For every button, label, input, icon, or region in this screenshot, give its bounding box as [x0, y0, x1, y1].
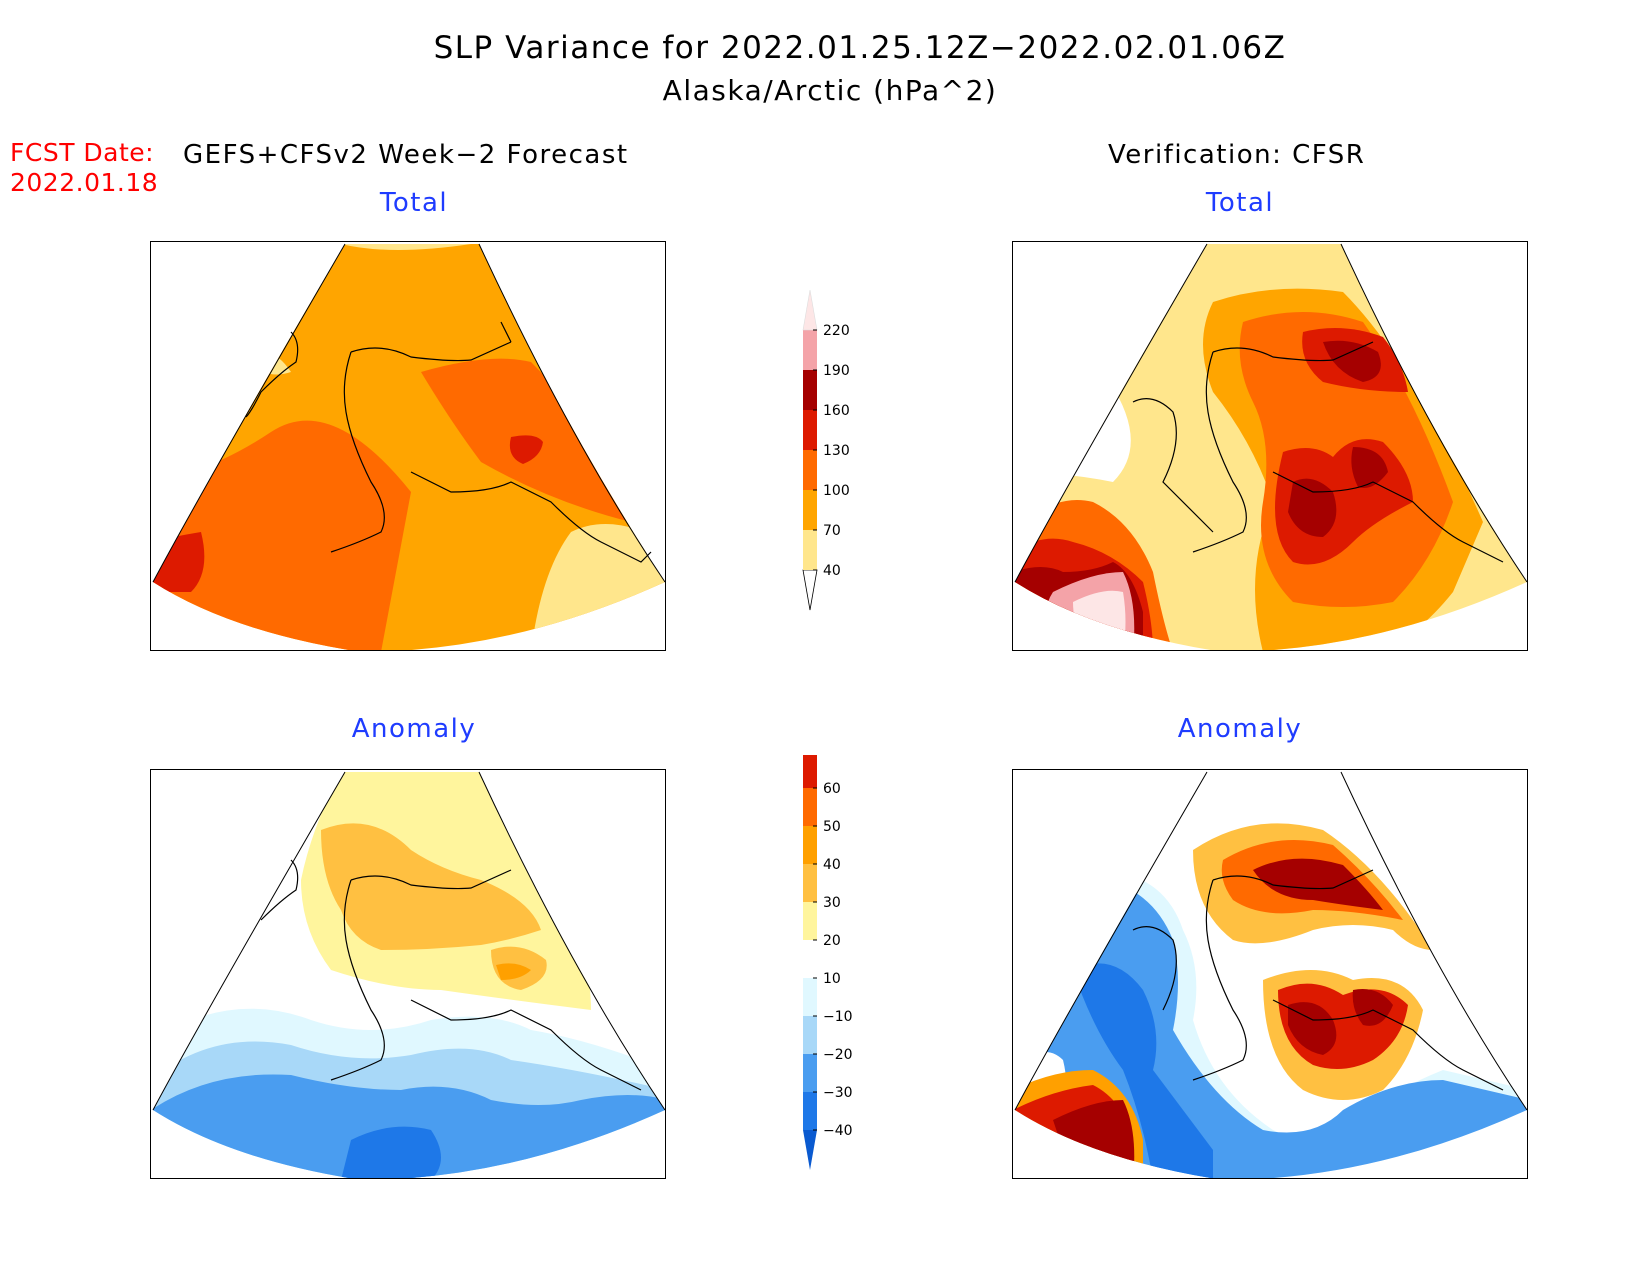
fill-130-160-west [153, 532, 205, 592]
colorbar-total-label: 130 [823, 443, 850, 459]
colorbar-anomaly-band [803, 1092, 817, 1130]
panel-title-verification-total: Total [1205, 188, 1275, 218]
colorbar-anomaly-label: 50 [823, 819, 841, 835]
panel-title-verification-anomaly: Anomaly [1177, 714, 1303, 744]
map-verification-anomaly [1012, 769, 1528, 1179]
colorbar-anomaly-label: −30 [823, 1085, 853, 1101]
colorbar-total-label: 40 [823, 563, 841, 579]
colorbar-anomaly-band [803, 864, 817, 902]
forecast-date-block: FCST Date: 2022.01.18 [10, 138, 158, 198]
colorbar-anomaly-label: 40 [823, 857, 841, 873]
colorbar-anomaly-band [803, 940, 817, 978]
map-forecast-anomaly [150, 769, 666, 1179]
colorbar-anomaly-band [803, 1054, 817, 1092]
colorbar-total-band [803, 530, 817, 570]
fill-160-190-south [1288, 478, 1337, 537]
colorbar-total-label: 190 [823, 363, 850, 379]
fill-160-190-north [1323, 340, 1381, 382]
colorbar-total-label: 220 [823, 323, 850, 339]
colorbar-anomaly-label: 20 [823, 933, 841, 949]
map-verification-total [1012, 241, 1528, 651]
fill-below-minus40 [341, 1126, 441, 1178]
forecast-date-label: FCST Date: [10, 138, 155, 167]
colorbar-anomaly-band [803, 788, 817, 826]
colorbar-total-band [803, 490, 817, 530]
panel-title-forecast-anomaly: Anomaly [351, 714, 477, 744]
colorbar-total: 40 70 100 130 160 190 220 [802, 289, 850, 611]
map-forecast-total [150, 241, 666, 651]
colorbar-total-band [803, 370, 817, 410]
fill-100-130-west [153, 420, 411, 650]
colorbar-anomaly-band [803, 755, 817, 788]
colorbar-total-band [803, 330, 817, 370]
colorbar-total-band [803, 410, 817, 450]
colorbar-anomaly: −40 −30 −20 −10 10 20 30 40 50 60 [803, 755, 853, 1170]
fill-above-60-south [1288, 1002, 1337, 1055]
colorbar-total-label: 100 [823, 483, 850, 499]
fill-30-40 [496, 963, 531, 980]
colorbar-anomaly-band [803, 826, 817, 864]
fill-above-220 [1073, 590, 1126, 650]
colorbar-anomaly-label: 10 [823, 971, 841, 987]
map-edge [152, 243, 665, 583]
coastline [260, 859, 642, 1091]
forecast-header: GEFS+CFSv2 Week−2 Forecast [183, 140, 629, 170]
verification-header: Verification: CFSR [1108, 140, 1366, 170]
colorbar-anomaly-label: −40 [823, 1123, 853, 1139]
colorbar-anomaly-label: 60 [823, 781, 841, 797]
colorbar-anomaly-label: −10 [823, 1009, 853, 1025]
main-title: SLP Variance for 2022.01.25.12Z−2022.02.… [433, 30, 1287, 66]
colorbar-total-label: 160 [823, 403, 850, 419]
panel-title-forecast-total: Total [379, 188, 449, 218]
colorbar-anomaly-label: 30 [823, 895, 841, 911]
fill-40-70-north [341, 244, 481, 250]
forecast-date-value: 2022.01.18 [10, 168, 159, 197]
colorbar-total-band [803, 450, 817, 490]
coastline [1132, 869, 1504, 1091]
colorbar-total-tail [802, 569, 818, 611]
fill-above-60-north [1253, 858, 1383, 910]
coastline [1132, 341, 1504, 563]
colorbar-total-label: 70 [823, 523, 841, 539]
colorbar-anomaly-tail [803, 1130, 817, 1170]
colorbar-anomaly-label: −20 [823, 1047, 853, 1063]
colorbar-anomaly-band [803, 1016, 817, 1054]
coastline [245, 321, 652, 563]
fill-above-60-east [1352, 989, 1393, 1026]
colorbar-anomaly-band [803, 902, 817, 940]
map-edge [1014, 243, 1527, 583]
fill-below-minus40 [1073, 963, 1213, 1178]
fill-160-190-east [1351, 447, 1388, 488]
colorbar-total-head [802, 289, 818, 331]
subtitle: Alaska/Arctic (hPa^2) [662, 74, 998, 107]
fill-130-160-east [509, 435, 543, 464]
map-edge [1014, 771, 1527, 1111]
map-edge [152, 771, 665, 1111]
colorbar-anomaly-band [803, 978, 817, 1016]
